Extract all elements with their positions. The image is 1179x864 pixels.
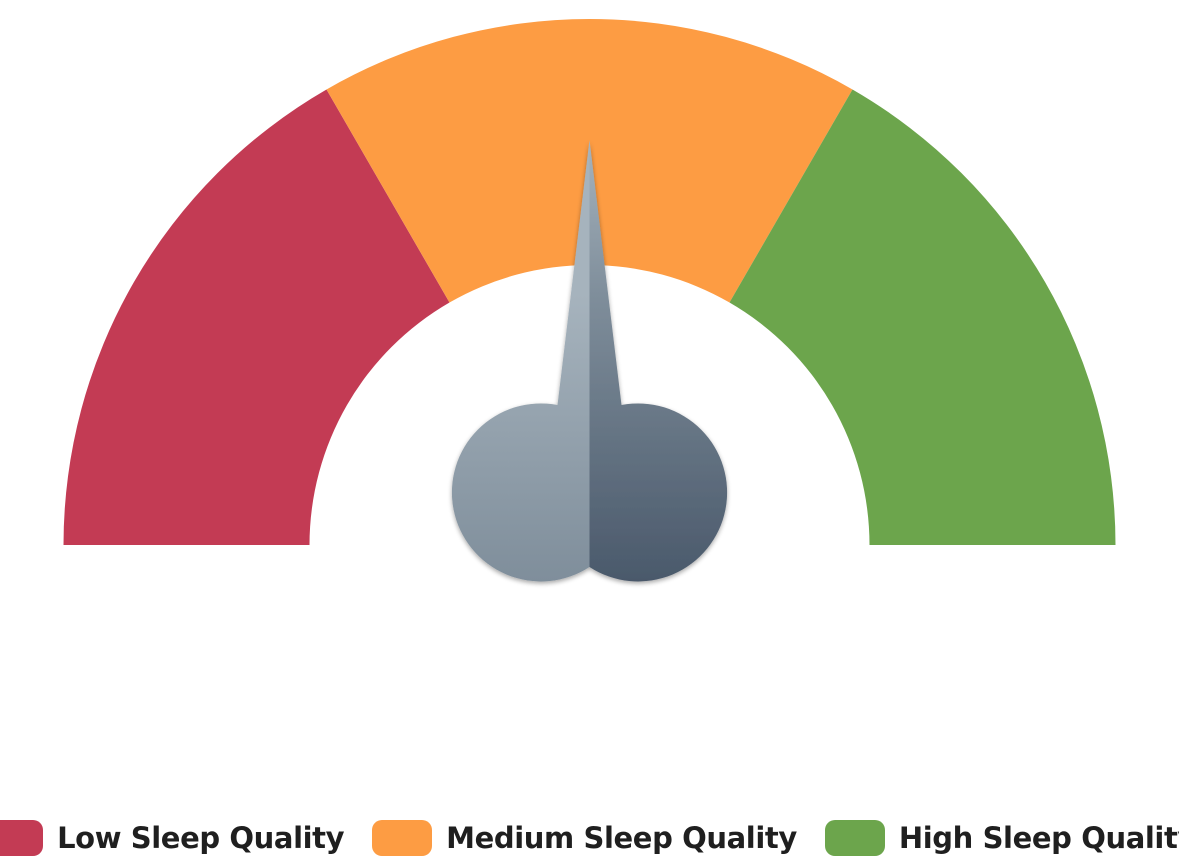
- legend-item-low[interactable]: Low Sleep Quality: [0, 820, 345, 856]
- gauge-needle: [451, 140, 728, 582]
- legend-swatch-low: [0, 820, 44, 856]
- legend-swatch-medium: [372, 820, 433, 856]
- legend: Low Sleep Quality Medium Sleep Quality H…: [0, 812, 1179, 864]
- gauge-band-high: [729, 89, 1116, 545]
- needle-right-half: [589, 140, 728, 582]
- legend-label-high: High Sleep Quality: [898, 821, 1179, 855]
- gauge-chart: [63, 18, 1116, 582]
- legend-item-high[interactable]: High Sleep Quality: [824, 820, 1179, 856]
- gauge-band-low: [63, 89, 450, 545]
- needle-left-half: [451, 140, 590, 582]
- legend-item-medium[interactable]: Medium Sleep Quality: [372, 820, 797, 856]
- legend-label-low: Low Sleep Quality: [57, 821, 345, 855]
- legend-swatch-high: [824, 820, 885, 856]
- needle-group: [451, 140, 728, 582]
- gauge-svg: [63, 18, 1116, 582]
- legend-label-medium: Medium Sleep Quality: [446, 821, 797, 855]
